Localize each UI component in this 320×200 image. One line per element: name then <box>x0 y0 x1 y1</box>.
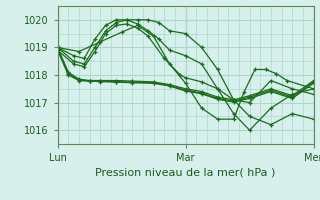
X-axis label: Pression niveau de la mer( hPa ): Pression niveau de la mer( hPa ) <box>95 167 276 177</box>
